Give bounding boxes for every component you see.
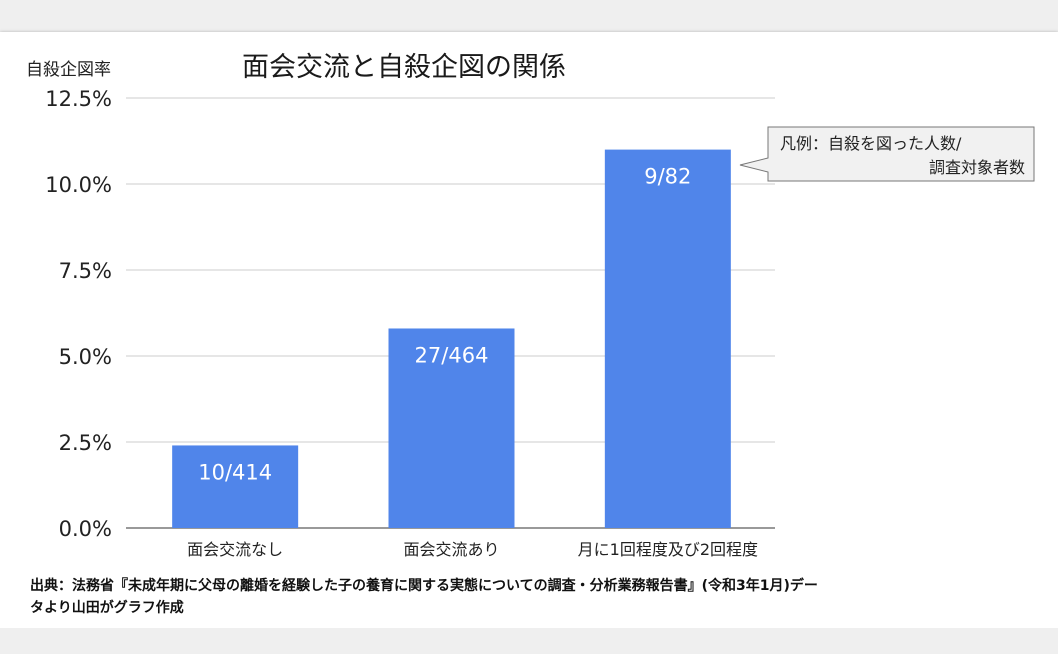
- y-tick-label: 0.0%: [59, 517, 112, 541]
- category-label: 面会交流なし: [187, 540, 283, 559]
- y-tick-label: 10.0%: [45, 173, 112, 197]
- source-line-1: 出典：法務省『未成年期に父母の離婚を経験した子の養育に関する実態についての調査・…: [30, 577, 818, 594]
- bar: [172, 445, 299, 528]
- bar: [604, 149, 731, 528]
- category-label: 月に1回程度及び2回程度: [578, 540, 758, 559]
- y-tick-label: 5.0%: [59, 345, 112, 369]
- legend-callout-box: [739, 126, 1035, 182]
- bottom-background: [0, 628, 1058, 654]
- legend-line-1: 凡例：自殺を図った人数/: [780, 134, 962, 153]
- category-label: 面会交流あり: [403, 540, 499, 559]
- data-label: 9/82: [644, 165, 691, 189]
- category-labels: 面会交流なし 面会交流あり 月に1回程度及び2回程度: [187, 540, 758, 559]
- top-background: [0, 0, 1058, 32]
- data-label: 10/414: [198, 460, 272, 484]
- bars: [172, 149, 731, 528]
- legend-line-2: 調査対象者数: [929, 158, 1025, 177]
- data-labels: 10/414 27/464 9/82: [198, 165, 691, 485]
- legend-callout: 凡例：自殺を図った人数/ 調査対象者数: [739, 126, 1035, 182]
- chart-title: 面会交流と自殺企図の関係: [242, 52, 566, 83]
- y-tick-label: 7.5%: [59, 259, 112, 283]
- bar: [388, 328, 515, 528]
- y-tick-label: 2.5%: [59, 431, 112, 455]
- y-axis-label: 自殺企図率: [26, 60, 111, 80]
- y-tick-labels: 0.0% 2.5% 5.0% 7.5% 10.0% 12.5%: [45, 87, 112, 541]
- source-line-2: タより山田がグラフ作成: [30, 599, 184, 616]
- y-tick-label: 12.5%: [45, 87, 112, 111]
- data-label: 27/464: [415, 343, 489, 367]
